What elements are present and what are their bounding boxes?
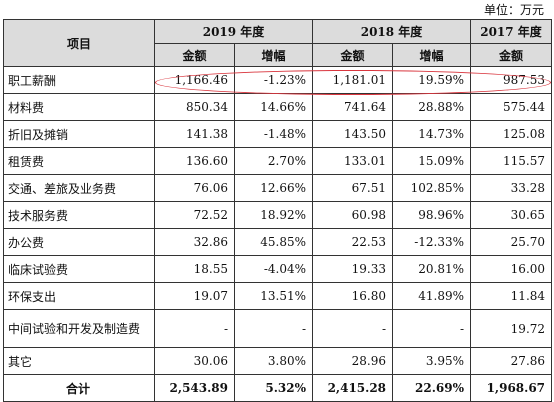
growth-2019: 3.80% bbox=[233, 347, 314, 375]
table-row: 租赁费 136.60 2.70% 133.01 15.09% 115.57 bbox=[3, 147, 553, 175]
growth-2019: 2.70% bbox=[233, 147, 314, 175]
growth-2018: 19.59% bbox=[392, 66, 472, 94]
total-amount-2017: 1,968.67 bbox=[470, 374, 553, 402]
row-label: 材料费 bbox=[3, 93, 155, 121]
table-row: 其它 30.06 3.80% 28.96 3.95% 27.86 bbox=[3, 347, 553, 375]
amount-2017: 19.72 bbox=[470, 309, 553, 348]
amount-2018: - bbox=[312, 309, 394, 348]
amount-2018: 67.51 bbox=[312, 174, 394, 202]
row-label: 折旧及摊销 bbox=[3, 120, 155, 148]
amount-2019: 1,166.46 bbox=[154, 66, 235, 94]
table-row: 环保支出 19.07 13.51% 16.80 41.89% 11.84 bbox=[3, 282, 553, 310]
row-label: 环保支出 bbox=[3, 282, 155, 310]
amount-2018: 741.64 bbox=[312, 93, 394, 121]
amount-2017: 25.70 bbox=[470, 228, 553, 256]
amount-2019: 850.34 bbox=[154, 93, 235, 121]
rd-expense-table: 项目 2019 年度 2018 年度 2017 年度 金额 增幅 金额 增幅 金… bbox=[3, 19, 553, 402]
row-label: 租赁费 bbox=[3, 147, 155, 175]
row-label: 职工薪酬 bbox=[3, 66, 155, 94]
table-row: 中间试验和开发及制造费 - - - - 19.72 bbox=[3, 309, 553, 348]
row-label: 办公费 bbox=[3, 228, 155, 256]
growth-2019: -4.04% bbox=[233, 255, 314, 283]
growth-2019: 13.51% bbox=[233, 282, 314, 310]
header-amount-2018: 金额 bbox=[312, 43, 394, 67]
row-label: 临床试验费 bbox=[3, 255, 155, 283]
amount-2018: 133.01 bbox=[312, 147, 394, 175]
table-row: 折旧及摊销 141.38 -1.48% 143.50 14.73% 125.08 bbox=[3, 120, 553, 148]
row-label: 交通、差旅及业务费 bbox=[3, 174, 155, 202]
growth-2018: -12.33% bbox=[392, 228, 472, 256]
amount-2018: 19.33 bbox=[312, 255, 394, 283]
growth-2018: 98.96% bbox=[392, 201, 472, 229]
header-row-columns: 金额 增幅 金额 增幅 金额 bbox=[4, 43, 553, 67]
amount-2018: 60.98 bbox=[312, 201, 394, 229]
table-row: 交通、差旅及业务费 76.06 12.66% 67.51 102.85% 33.… bbox=[3, 174, 553, 202]
total-amount-2018: 2,415.28 bbox=[312, 374, 394, 402]
header-year-2017: 2017 年度 bbox=[470, 19, 553, 44]
growth-2018: - bbox=[392, 309, 472, 348]
amount-2017: 125.08 bbox=[470, 120, 553, 148]
total-growth-2018: 22.69% bbox=[392, 374, 472, 402]
amount-2018: 1,181.01 bbox=[312, 66, 394, 94]
total-label: 合计 bbox=[3, 374, 155, 402]
growth-2019: 14.66% bbox=[233, 93, 314, 121]
table-row: 办公费 32.86 45.85% 22.53 -12.33% 25.70 bbox=[3, 228, 553, 256]
total-amount-2019: 2,543.89 bbox=[154, 374, 235, 402]
amount-2019: 19.07 bbox=[154, 282, 235, 310]
amount-2017: 27.86 bbox=[470, 347, 553, 375]
header-amount-2017: 金额 bbox=[470, 43, 553, 67]
amount-2019: 141.38 bbox=[154, 120, 235, 148]
growth-2018: 15.09% bbox=[392, 147, 472, 175]
growth-2019: - bbox=[233, 309, 314, 348]
amount-2019: 18.55 bbox=[154, 255, 235, 283]
header-growth-2019: 增幅 bbox=[233, 43, 314, 67]
amount-2019: - bbox=[154, 309, 235, 348]
total-growth-2019: 5.32% bbox=[233, 374, 314, 402]
amount-2017: 575.44 bbox=[470, 93, 553, 121]
amount-2019: 136.60 bbox=[154, 147, 235, 175]
amount-2017: 30.65 bbox=[470, 201, 553, 229]
amount-2017: 11.84 bbox=[470, 282, 553, 310]
amount-2017: 33.28 bbox=[470, 174, 553, 202]
growth-2018: 41.89% bbox=[392, 282, 472, 310]
row-label: 技术服务费 bbox=[3, 201, 155, 229]
table-row: 材料费 850.34 14.66% 741.64 28.88% 575.44 bbox=[3, 93, 553, 121]
growth-2019: -1.48% bbox=[233, 120, 314, 148]
table-row: 技术服务费 72.52 18.92% 60.98 98.96% 30.65 bbox=[3, 201, 553, 229]
amount-2019: 30.06 bbox=[154, 347, 235, 375]
row-label: 中间试验和开发及制造费 bbox=[3, 309, 155, 348]
growth-2019: 12.66% bbox=[233, 174, 314, 202]
growth-2019: 18.92% bbox=[233, 201, 314, 229]
amount-2017: 987.53 bbox=[470, 66, 553, 94]
row-label: 其它 bbox=[3, 347, 155, 375]
amount-2018: 28.96 bbox=[312, 347, 394, 375]
header-item: 项目 bbox=[3, 19, 155, 67]
header-growth-2018: 增幅 bbox=[392, 43, 472, 67]
growth-2018: 102.85% bbox=[392, 174, 472, 202]
amount-2017: 16.00 bbox=[470, 255, 553, 283]
total-row: 合计 2,543.89 5.32% 2,415.28 22.69% 1,968.… bbox=[3, 374, 553, 402]
growth-2018: 14.73% bbox=[392, 120, 472, 148]
unit-label: 单位：万元 bbox=[483, 3, 544, 17]
growth-2019: 45.85% bbox=[233, 228, 314, 256]
header-amount-2019: 金额 bbox=[154, 43, 235, 67]
header-year-2018: 2018 年度 bbox=[312, 19, 472, 44]
amount-2019: 72.52 bbox=[154, 201, 235, 229]
growth-2019: -1.23% bbox=[233, 66, 314, 94]
growth-2018: 20.81% bbox=[392, 255, 472, 283]
header-row-years: 项目 2019 年度 2018 年度 2017 年度 bbox=[3, 19, 553, 67]
table-row: 临床试验费 18.55 -4.04% 19.33 20.81% 16.00 bbox=[3, 255, 553, 283]
amount-2018: 22.53 bbox=[312, 228, 394, 256]
amount-2018: 16.80 bbox=[312, 282, 394, 310]
growth-2018: 28.88% bbox=[392, 93, 472, 121]
amount-2017: 115.57 bbox=[470, 147, 553, 175]
header-year-2019: 2019 年度 bbox=[153, 19, 314, 44]
amount-2019: 76.06 bbox=[154, 174, 235, 202]
table-row: 职工薪酬 1,166.46 -1.23% 1,181.01 19.59% 987… bbox=[3, 66, 553, 94]
amount-2019: 32.86 bbox=[154, 228, 235, 256]
growth-2018: 3.95% bbox=[392, 347, 472, 375]
amount-2018: 143.50 bbox=[312, 120, 394, 148]
